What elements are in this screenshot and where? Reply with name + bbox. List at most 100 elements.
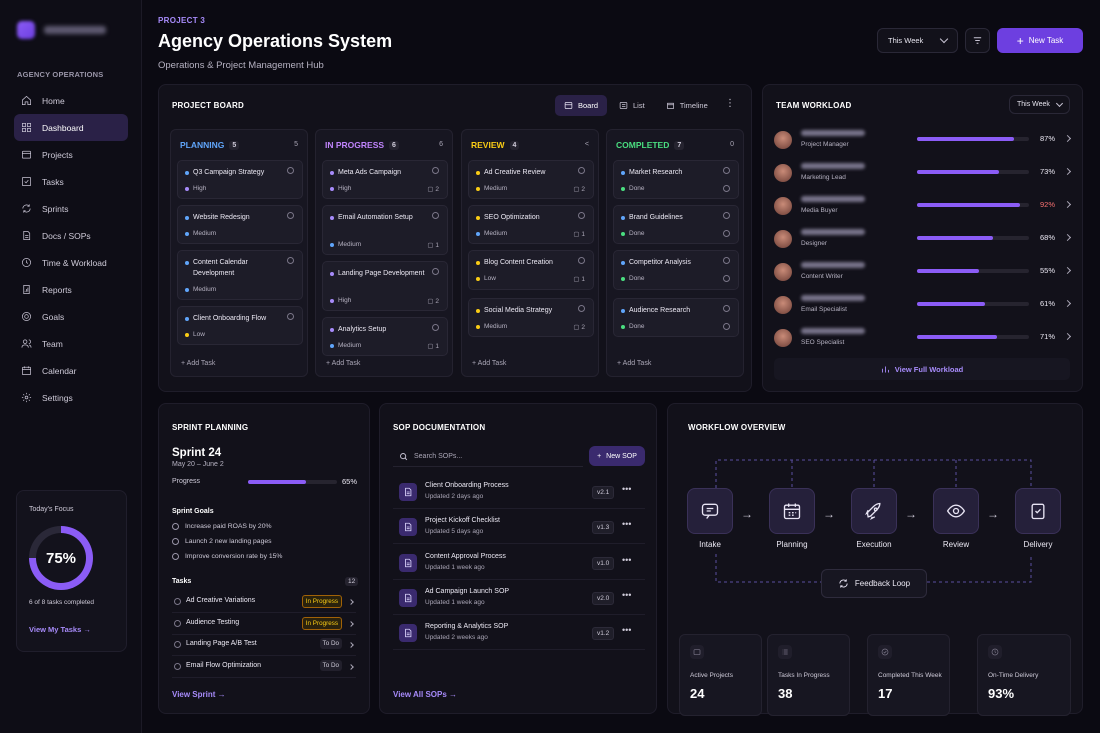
check-circle-icon[interactable]: [287, 313, 294, 320]
sop-row[interactable]: Project Kickoff Checklist Updated 5 days …: [393, 511, 645, 545]
chevron-right-icon[interactable]: [1063, 233, 1072, 242]
task-card[interactable]: Blog Content Creation Low ▢ 1: [468, 250, 594, 290]
sprint-task-row[interactable]: Ad Creative Variations In Progress: [172, 592, 356, 613]
check-circle-icon[interactable]: [432, 268, 439, 275]
task-card[interactable]: Market Research Done: [613, 160, 739, 199]
sop-search-input[interactable]: Search SOPs...: [414, 452, 463, 460]
view-all-sops-link[interactable]: View All SOPs →: [393, 690, 457, 699]
sop-row[interactable]: Content Approval Process Updated 1 week a…: [393, 547, 645, 580]
sidebar-item-dashboard[interactable]: Dashboard: [14, 114, 128, 141]
more-horizontal-icon[interactable]: •••: [622, 519, 632, 530]
sprint-task-row[interactable]: Audience Testing In Progress: [172, 614, 356, 635]
task-card[interactable]: Client Onboarding Flow Low: [177, 306, 303, 345]
new-task-button[interactable]: + New Task: [997, 28, 1083, 53]
sidebar-item-sprints[interactable]: Sprints: [14, 195, 128, 222]
task-card[interactable]: Email Automation Setup Medium ▢ 1: [322, 205, 448, 255]
sprint-task-row[interactable]: Landing Page A/B Test To Do: [172, 635, 356, 656]
task-card[interactable]: Meta Ads Campaign High ▢ 2: [322, 160, 448, 199]
view-sprint-link[interactable]: View Sprint →: [172, 690, 226, 699]
task-card[interactable]: Landing Page Development High ▢ 2: [322, 261, 448, 311]
check-circle-icon[interactable]: [287, 212, 294, 219]
task-card[interactable]: Social Media Strategy Medium ▢ 2: [468, 298, 594, 337]
more-horizontal-icon[interactable]: •••: [622, 625, 632, 636]
view-board-button[interactable]: Board: [555, 95, 608, 116]
workload-row[interactable]: Designer 68%: [774, 224, 1072, 254]
task-card[interactable]: Competitor Analysis Done: [613, 250, 739, 290]
task-card[interactable]: SEO Optimization Medium ▢ 1: [468, 205, 594, 244]
check-circle-icon[interactable]: [723, 305, 730, 312]
sidebar-item-tasks[interactable]: Tasks: [14, 168, 128, 195]
sidebar-item-goals[interactable]: Goals: [14, 303, 128, 330]
check-circle-icon[interactable]: [578, 305, 585, 312]
task-card[interactable]: Q3 Campaign Strategy High: [177, 160, 303, 199]
task-card[interactable]: Website Redesign Medium: [177, 205, 303, 244]
task-check-icon[interactable]: [174, 619, 181, 627]
task-check-icon[interactable]: [174, 598, 181, 605]
workload-range-select[interactable]: This Week: [1009, 95, 1070, 114]
sop-row[interactable]: Ad Campaign Launch SOP Updated 1 week ago…: [393, 582, 645, 615]
check-circle-icon[interactable]: [578, 167, 585, 174]
chevron-right-icon[interactable]: [1063, 167, 1072, 176]
task-card[interactable]: Analytics Setup Medium ▢ 1: [322, 317, 448, 356]
workflow-step-delivery[interactable]: Delivery: [1015, 488, 1061, 549]
chevron-right-icon[interactable]: [1063, 299, 1072, 308]
sop-search[interactable]: Search SOPs...: [393, 446, 583, 467]
sidebar-item-home[interactable]: Home: [14, 87, 128, 114]
workflow-step-intake[interactable]: Intake: [687, 488, 733, 549]
add-task-button[interactable]: + Add Task: [181, 360, 216, 367]
check-circle-icon[interactable]: [432, 167, 439, 174]
check-circle-icon[interactable]: [432, 324, 439, 331]
sprint-task-row[interactable]: Email Flow Optimization To Do: [172, 657, 356, 678]
view-full-workload-button[interactable]: View Full Workload: [774, 358, 1070, 380]
add-task-button[interactable]: + Add Task: [472, 360, 507, 367]
workload-row[interactable]: Content Writer 55%: [774, 257, 1072, 287]
check-circle-icon[interactable]: [723, 167, 730, 174]
view-my-tasks-link[interactable]: View My Tasks →: [29, 625, 91, 634]
task-card[interactable]: Content Calendar Development Medium: [177, 250, 303, 300]
view-list-button[interactable]: List: [610, 95, 654, 116]
add-task-button[interactable]: + Add Task: [617, 360, 652, 367]
more-horizontal-icon[interactable]: •••: [622, 589, 632, 600]
check-circle-icon[interactable]: [578, 212, 585, 219]
filter-button[interactable]: [965, 28, 990, 53]
more-horizontal-icon[interactable]: •••: [622, 554, 632, 565]
check-circle-icon[interactable]: [432, 212, 439, 219]
sop-row[interactable]: Reporting & Analytics SOP Updated 2 weeks…: [393, 617, 645, 651]
sop-row[interactable]: Client Onboarding Process Updated 2 days …: [393, 476, 645, 509]
view-timeline-button[interactable]: Timeline: [657, 95, 717, 116]
workflow-step-review[interactable]: Review: [933, 488, 979, 549]
workload-row[interactable]: Email Specialist 61%: [774, 290, 1072, 320]
workload-row[interactable]: Marketing Lead 73%: [774, 158, 1072, 188]
sidebar-item-team[interactable]: Team: [14, 330, 128, 357]
sidebar-item-calendar[interactable]: Calendar: [14, 357, 128, 384]
workload-row[interactable]: Project Manager 87%: [774, 125, 1072, 155]
date-range-select[interactable]: This Week: [877, 28, 958, 53]
chevron-right-icon[interactable]: [1063, 200, 1072, 209]
check-circle-icon[interactable]: [578, 257, 585, 264]
sidebar-item-docs[interactable]: Docs / SOPs: [14, 222, 128, 249]
column-extra[interactable]: <: [584, 141, 589, 148]
sidebar-item-reports[interactable]: Reports: [14, 276, 128, 303]
brand[interactable]: [17, 21, 106, 39]
task-card[interactable]: Audience Research Done: [613, 298, 739, 337]
check-circle-icon[interactable]: [723, 212, 730, 219]
check-circle-icon[interactable]: [287, 257, 294, 264]
sidebar-item-settings[interactable]: Settings: [14, 384, 128, 411]
task-check-icon[interactable]: [174, 641, 181, 648]
feedback-loop-button[interactable]: Feedback Loop: [821, 569, 927, 598]
task-card[interactable]: Brand Guidelines Done: [613, 205, 739, 244]
more-horizontal-icon[interactable]: •••: [622, 484, 632, 494]
add-task-button[interactable]: + Add Task: [326, 360, 361, 367]
chevron-right-icon[interactable]: [1063, 332, 1072, 341]
check-circle-icon[interactable]: [287, 167, 294, 174]
task-card[interactable]: Ad Creative Review Medium ▢ 2: [468, 160, 594, 199]
chevron-right-icon[interactable]: [1063, 266, 1072, 275]
new-sop-button[interactable]: + New SOP: [589, 446, 645, 466]
more-vertical-icon[interactable]: ⋮: [725, 98, 735, 109]
check-circle-icon[interactable]: [723, 257, 730, 264]
sidebar-item-projects[interactable]: Projects: [14, 141, 128, 168]
workflow-step-planning[interactable]: Planning: [769, 488, 815, 549]
workload-row[interactable]: Media Buyer 92%: [774, 191, 1072, 221]
sidebar-item-time[interactable]: Time & Workload: [14, 249, 128, 276]
workflow-step-execution[interactable]: Execution: [851, 488, 897, 549]
